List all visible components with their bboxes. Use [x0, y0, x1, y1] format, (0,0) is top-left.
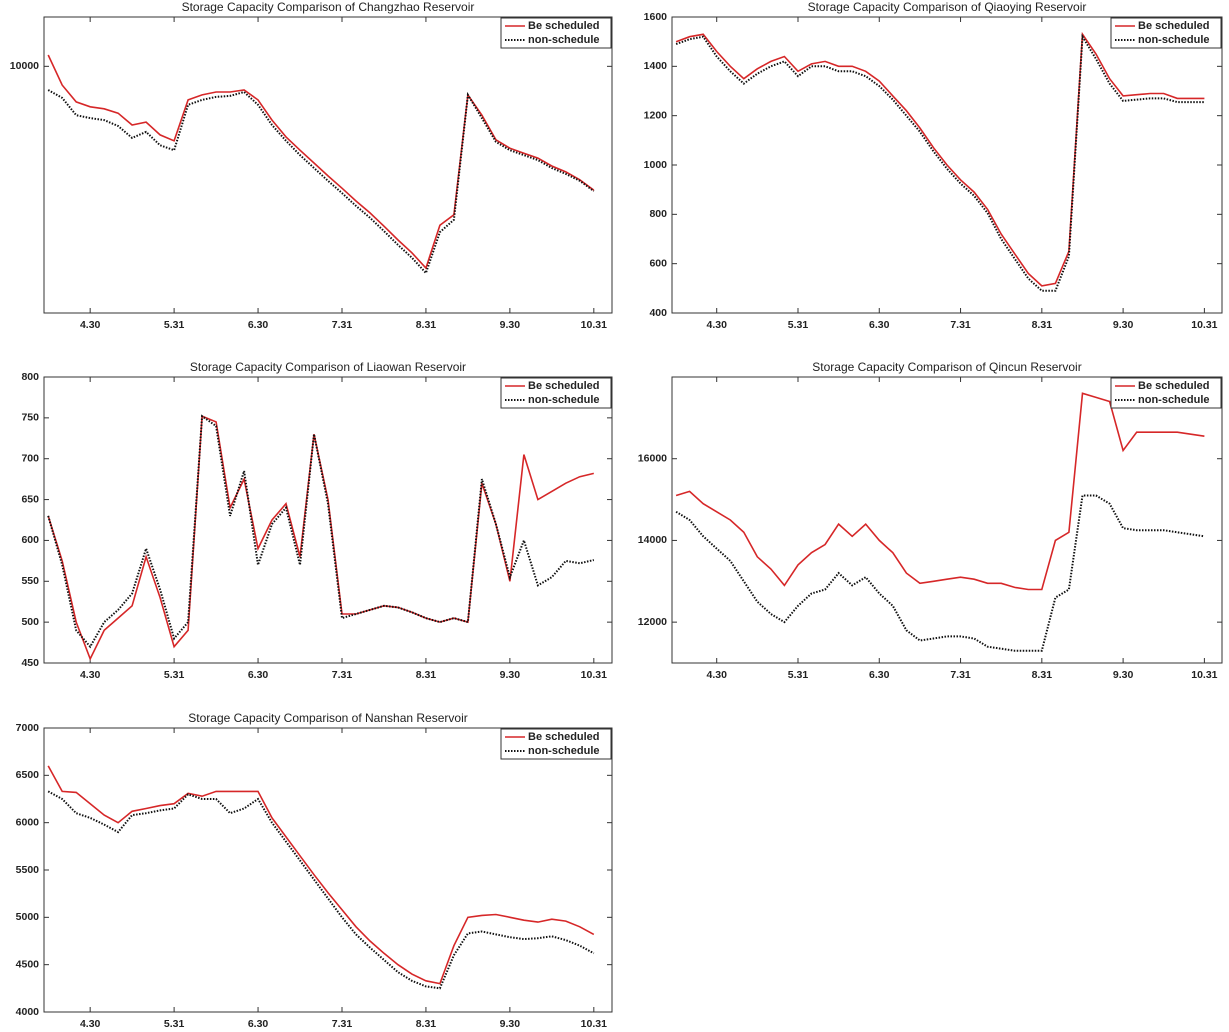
y-tick-label: 10000: [10, 60, 39, 72]
legend-box: [500, 728, 612, 760]
x-tick-label: 6.30: [248, 319, 269, 331]
x-tick-label: 4.30: [706, 669, 727, 681]
series-line: [675, 31, 1205, 287]
x-tick-label: 6.30: [248, 1018, 269, 1030]
x-tick-label: 6.30: [869, 669, 890, 681]
series-line: [675, 33, 1205, 292]
plot-area: [671, 376, 1223, 664]
legend-label: non-schedule: [528, 745, 600, 757]
legend-label: Be scheduled: [528, 20, 600, 32]
x-tick-label: 9.30: [1113, 669, 1134, 681]
x-tick-label: 8.31: [416, 669, 437, 681]
legend-label: Be scheduled: [528, 731, 600, 743]
legend-label: Be scheduled: [528, 380, 600, 392]
series-line: [47, 790, 595, 990]
y-tick-label: 650: [21, 493, 39, 505]
x-tick-label: 4.30: [80, 1018, 101, 1030]
x-tick-label: 10.31: [1191, 319, 1217, 331]
series-line: [675, 392, 1205, 591]
y-tick-label: 600: [21, 534, 39, 546]
y-tick-label: 7000: [16, 722, 40, 734]
x-tick-label: 10.31: [581, 669, 607, 681]
y-tick-label: 450: [21, 657, 39, 669]
x-tick-label: 10.31: [1191, 669, 1217, 681]
chart-title: Storage Capacity Comparison of Qiaoying …: [808, 0, 1087, 14]
x-tick-label: 5.31: [788, 319, 809, 331]
y-tick-label: 6000: [16, 816, 40, 828]
y-tick-label: 12000: [638, 616, 667, 628]
legend-label: non-schedule: [528, 394, 600, 406]
x-tick-label: 7.31: [332, 669, 353, 681]
x-tick-label: 9.30: [500, 669, 521, 681]
legend-label: non-schedule: [1138, 394, 1210, 406]
y-tick-label: 700: [21, 452, 39, 464]
plot-area: [43, 376, 613, 664]
x-tick-label: 8.31: [416, 319, 437, 331]
legend-label: non-schedule: [528, 34, 600, 46]
y-tick-label: 1200: [644, 109, 668, 121]
y-tick-label: 5000: [16, 911, 40, 923]
x-tick-label: 9.30: [1113, 319, 1134, 331]
y-tick-label: 600: [649, 257, 667, 269]
x-tick-label: 4.30: [80, 669, 101, 681]
x-tick-label: 7.31: [332, 319, 353, 331]
y-tick-label: 1400: [644, 60, 668, 72]
y-tick-label: 4000: [16, 1006, 40, 1018]
x-tick-label: 6.30: [869, 319, 890, 331]
chart-title: Storage Capacity Comparison of Nanshan R…: [188, 711, 467, 725]
series-line: [47, 415, 594, 661]
y-tick-label: 550: [21, 575, 39, 587]
y-tick-label: 4500: [16, 958, 40, 970]
x-tick-label: 5.31: [164, 669, 185, 681]
y-tick-label: 1000: [644, 159, 668, 171]
y-tick-label: 800: [21, 371, 39, 383]
x-tick-label: 5.31: [164, 1018, 185, 1030]
series-line: [47, 414, 595, 649]
y-tick-label: 500: [21, 616, 39, 628]
plot-area: [43, 16, 613, 314]
chart-title: Storage Capacity Comparison of Liaowan R…: [190, 360, 466, 374]
series-line: [47, 765, 595, 985]
x-tick-label: 10.31: [581, 1018, 607, 1030]
x-tick-label: 5.31: [788, 669, 809, 681]
x-tick-label: 5.31: [164, 319, 185, 331]
x-tick-label: 9.30: [500, 319, 521, 331]
x-tick-label: 6.30: [248, 669, 269, 681]
y-tick-label: 6500: [16, 769, 40, 781]
x-tick-label: 4.30: [80, 319, 101, 331]
x-tick-label: 4.30: [706, 319, 727, 331]
legend-box: [1110, 17, 1222, 49]
x-tick-label: 7.31: [950, 319, 971, 331]
plot-area: [43, 727, 613, 1013]
chart-title: Storage Capacity Comparison of Qincun Re…: [812, 360, 1081, 374]
y-tick-label: 5500: [16, 864, 40, 876]
x-tick-label: 7.31: [950, 669, 971, 681]
series-line: [47, 54, 595, 270]
chart-title: Storage Capacity Comparison of Changzhao…: [182, 0, 475, 14]
y-tick-label: 14000: [638, 534, 667, 546]
y-tick-label: 400: [649, 307, 667, 319]
y-tick-label: 800: [649, 208, 667, 220]
x-tick-label: 7.31: [332, 1018, 353, 1030]
x-tick-label: 8.31: [416, 1018, 437, 1030]
y-tick-label: 1600: [644, 11, 668, 23]
legend-label: Be scheduled: [1138, 380, 1210, 392]
legend-label: non-schedule: [1138, 34, 1210, 46]
legend-box: [500, 377, 612, 409]
y-tick-label: 750: [21, 412, 39, 424]
x-tick-label: 8.31: [1032, 319, 1053, 331]
x-tick-label: 8.31: [1032, 669, 1053, 681]
legend-box: [1110, 377, 1222, 409]
legend-label: Be scheduled: [1138, 20, 1210, 32]
x-tick-label: 9.30: [500, 1018, 521, 1030]
x-tick-label: 10.31: [581, 319, 607, 331]
series-line: [47, 89, 595, 275]
legend-box: [500, 17, 612, 49]
y-tick-label: 16000: [638, 452, 667, 464]
